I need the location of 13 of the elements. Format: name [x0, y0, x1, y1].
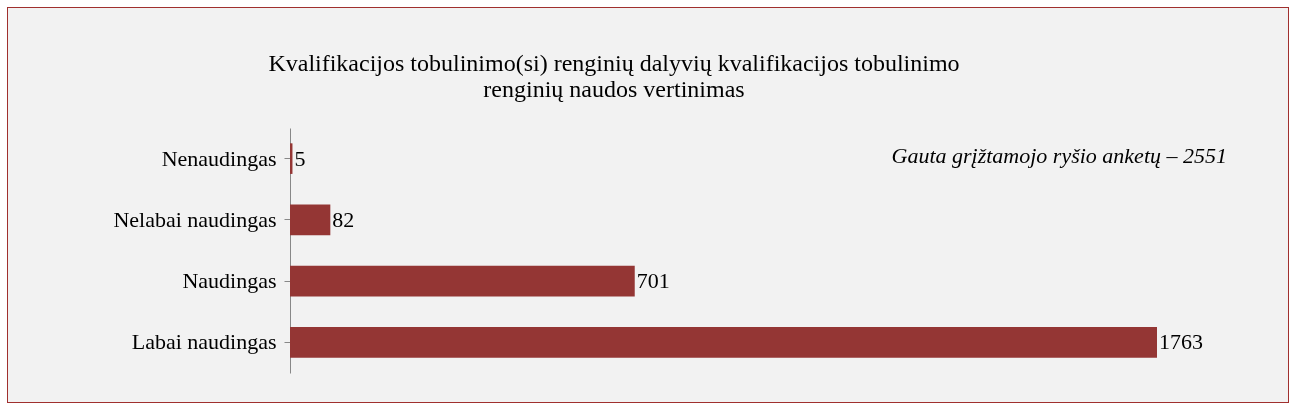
- y-tick-label: Nenaudingas: [161, 145, 277, 171]
- bar: [290, 265, 635, 297]
- annotation: Gauta grįžtamojo ryšio anketų – 2551: [891, 143, 1227, 168]
- data-label: 5: [294, 145, 306, 171]
- bar: [290, 204, 331, 236]
- data-label: 701: [636, 268, 670, 294]
- y-tick-label: Naudingas: [182, 268, 277, 294]
- y-tick-label: Labai naudingas: [131, 329, 277, 355]
- data-label: 82: [332, 206, 355, 232]
- chart-title: Kvalifikacijos tobulinimo(si) renginių dalyvių kvalifikacijos tobulinimo renginių naudos vertinimas: [268, 50, 960, 102]
- y-tick-label: Nelabai naudingas: [113, 206, 277, 232]
- data-label: 1763: [1159, 329, 1203, 355]
- bar: [290, 327, 1157, 358]
